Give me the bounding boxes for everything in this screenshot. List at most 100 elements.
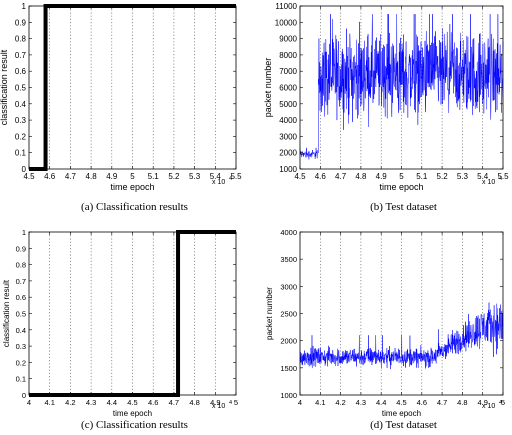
x-tick-label: 4.1: [44, 398, 54, 407]
subfigure-caption: (b) Test dataset: [370, 201, 437, 213]
y-tick-label: 8000: [279, 51, 297, 60]
y-tick-label: 4000: [280, 228, 297, 237]
x-axis-exponent: x 10: [482, 403, 495, 410]
x-tick-label: 4: [298, 398, 302, 407]
x-tick-label: 4.3: [86, 398, 96, 407]
chart-panel-a: 4.5 4.6 4.7 4.8 4.9 5 5.1 5.2 5.3 5.4 5.5 0 0.1 0.2 0.…: [0, 2, 242, 213]
x-axis-exponent: x 10: [212, 403, 225, 410]
y-tick-label: 1: [22, 2, 27, 11]
x-tick-label: 4.6: [44, 172, 56, 181]
y-axis-label: classification result: [2, 279, 11, 347]
y-tick-label: 1000: [279, 165, 297, 174]
x-tick-label: 5: [234, 398, 238, 407]
y-tick-label: 0.7: [15, 51, 27, 60]
x-tick-label: 4.9: [477, 398, 487, 407]
y-tick-label: 0.3: [15, 116, 27, 125]
x-tick-label: 4.5: [23, 172, 35, 181]
x-tick-label: 4.7: [65, 172, 77, 181]
y-tick-label: 2500: [280, 310, 297, 319]
y-axis-label: classification result: [0, 49, 9, 125]
x-tick-label: 5.1: [148, 172, 160, 181]
y-tick-label: 0.5: [16, 310, 26, 319]
y-tick-label: 0.6: [16, 293, 26, 302]
series-line: [299, 14, 504, 160]
y-tick-label: 1: [22, 228, 26, 237]
y-tick-label: 5000: [279, 100, 297, 109]
x-tick-label: 4.7: [169, 398, 179, 407]
x-tick-label: 5.1: [416, 172, 428, 181]
subfigure-caption: (c) Classification results: [81, 419, 188, 431]
y-axis-label: packet number: [265, 287, 274, 340]
x-tick-label: 4.4: [376, 398, 386, 407]
x-axis-exponent-power: 4: [499, 176, 502, 182]
subfigure-caption: (a) Classification results: [81, 201, 188, 213]
y-tick-label: 0.7: [16, 277, 26, 286]
x-tick-label: 4.8: [355, 172, 367, 181]
x-tick-label: 4.6: [148, 398, 158, 407]
x-tick-label: 4.7: [335, 172, 347, 181]
y-tick-label: 10000: [275, 18, 298, 27]
x-axis-exponent: x 10: [482, 179, 495, 186]
x-axis-exponent: x 10: [212, 179, 225, 186]
series-line: [299, 302, 504, 370]
x-tick-label: 4.3: [356, 398, 366, 407]
x-tick-label: 5: [501, 398, 505, 407]
x-tick-label: 5.3: [457, 172, 469, 181]
y-tick-label: 0.9: [16, 244, 26, 253]
x-tick-label: 5: [130, 172, 135, 181]
y-tick-label: 3000: [280, 282, 297, 291]
chart-panel-c: 4 4.1 4.2 4.3 4.4 4.5 4.6 4.7 4.8 4.9 5 0 0.1 0.2 0.3 0…: [2, 228, 238, 431]
x-tick-label: 5.4: [210, 172, 222, 181]
y-tick-label: 0.8: [15, 35, 27, 44]
x-tick-label: 4.9: [106, 172, 118, 181]
y-tick-label: 0.2: [16, 358, 26, 367]
y-tick-label: 3500: [280, 255, 297, 264]
x-tick-label: 4.9: [210, 398, 220, 407]
y-tick-label: 0: [22, 165, 27, 174]
y-tick-label: 7000: [279, 67, 297, 76]
y-tick-label: 0.3: [16, 342, 26, 351]
x-axis-label: time epoch: [379, 182, 423, 192]
subfigure-caption: (d) Test dataset: [370, 419, 437, 431]
x-tick-label: 5.2: [437, 172, 449, 181]
y-tick-label: 0.4: [16, 326, 26, 335]
x-tick-label: 5.5: [497, 172, 509, 181]
x-axis-exponent-power: 4: [229, 176, 232, 182]
y-tick-label: 9000: [279, 35, 297, 44]
x-tick-label: 4.1: [315, 398, 325, 407]
x-tick-label: 4.9: [376, 172, 388, 181]
x-tick-label: 4.4: [107, 398, 117, 407]
y-tick-label: 11000: [275, 2, 297, 11]
x-tick-label: 4: [27, 398, 31, 407]
x-axis-label: time epoch: [382, 409, 421, 418]
y-tick-label: 1000: [280, 391, 297, 400]
y-tick-label: 0.2: [15, 132, 27, 141]
x-tick-label: 4.5: [396, 398, 406, 407]
chart-panel-d: 4 4.1 4.2 4.3 4.4 4.5 4.6 4.7 4.8 4.9 5 1000 1500 200…: [265, 228, 505, 431]
y-tick-label: 0.9: [15, 18, 27, 27]
x-tick-label: 4.5: [294, 172, 306, 181]
x-tick-label: 4.5: [127, 398, 137, 407]
y-tick-label: 4000: [279, 116, 297, 125]
x-axis-label: time epoch: [110, 182, 154, 192]
y-tick-label: 0.5: [15, 84, 27, 93]
x-tick-label: 5.5: [230, 172, 242, 181]
x-tick-label: 5: [399, 172, 404, 181]
y-tick-label: 1500: [280, 364, 297, 373]
x-tick-label: 5.3: [189, 172, 201, 181]
x-tick-label: 4.6: [315, 172, 327, 181]
x-axis-exponent-power: 4: [229, 400, 232, 406]
x-tick-label: 5.4: [477, 172, 489, 181]
x-tick-label: 4.2: [65, 398, 75, 407]
y-tick-label: 0.8: [16, 261, 26, 270]
x-tick-label: 5.2: [168, 172, 180, 181]
chart-panel-b: 4.5 4.6 4.7 4.8 4.9 5 5.1 5.2 5.3 5.4 5.5 1000 2000 3…: [263, 2, 509, 213]
x-tick-label: 4.2: [335, 398, 345, 407]
y-tick-label: 2000: [279, 149, 297, 158]
x-tick-label: 4.8: [189, 398, 199, 407]
x-axis-exponent-power: 4: [499, 400, 502, 406]
x-tick-label: 4.8: [86, 172, 98, 181]
x-tick-label: 4.8: [457, 398, 467, 407]
x-tick-label: 4.7: [437, 398, 447, 407]
